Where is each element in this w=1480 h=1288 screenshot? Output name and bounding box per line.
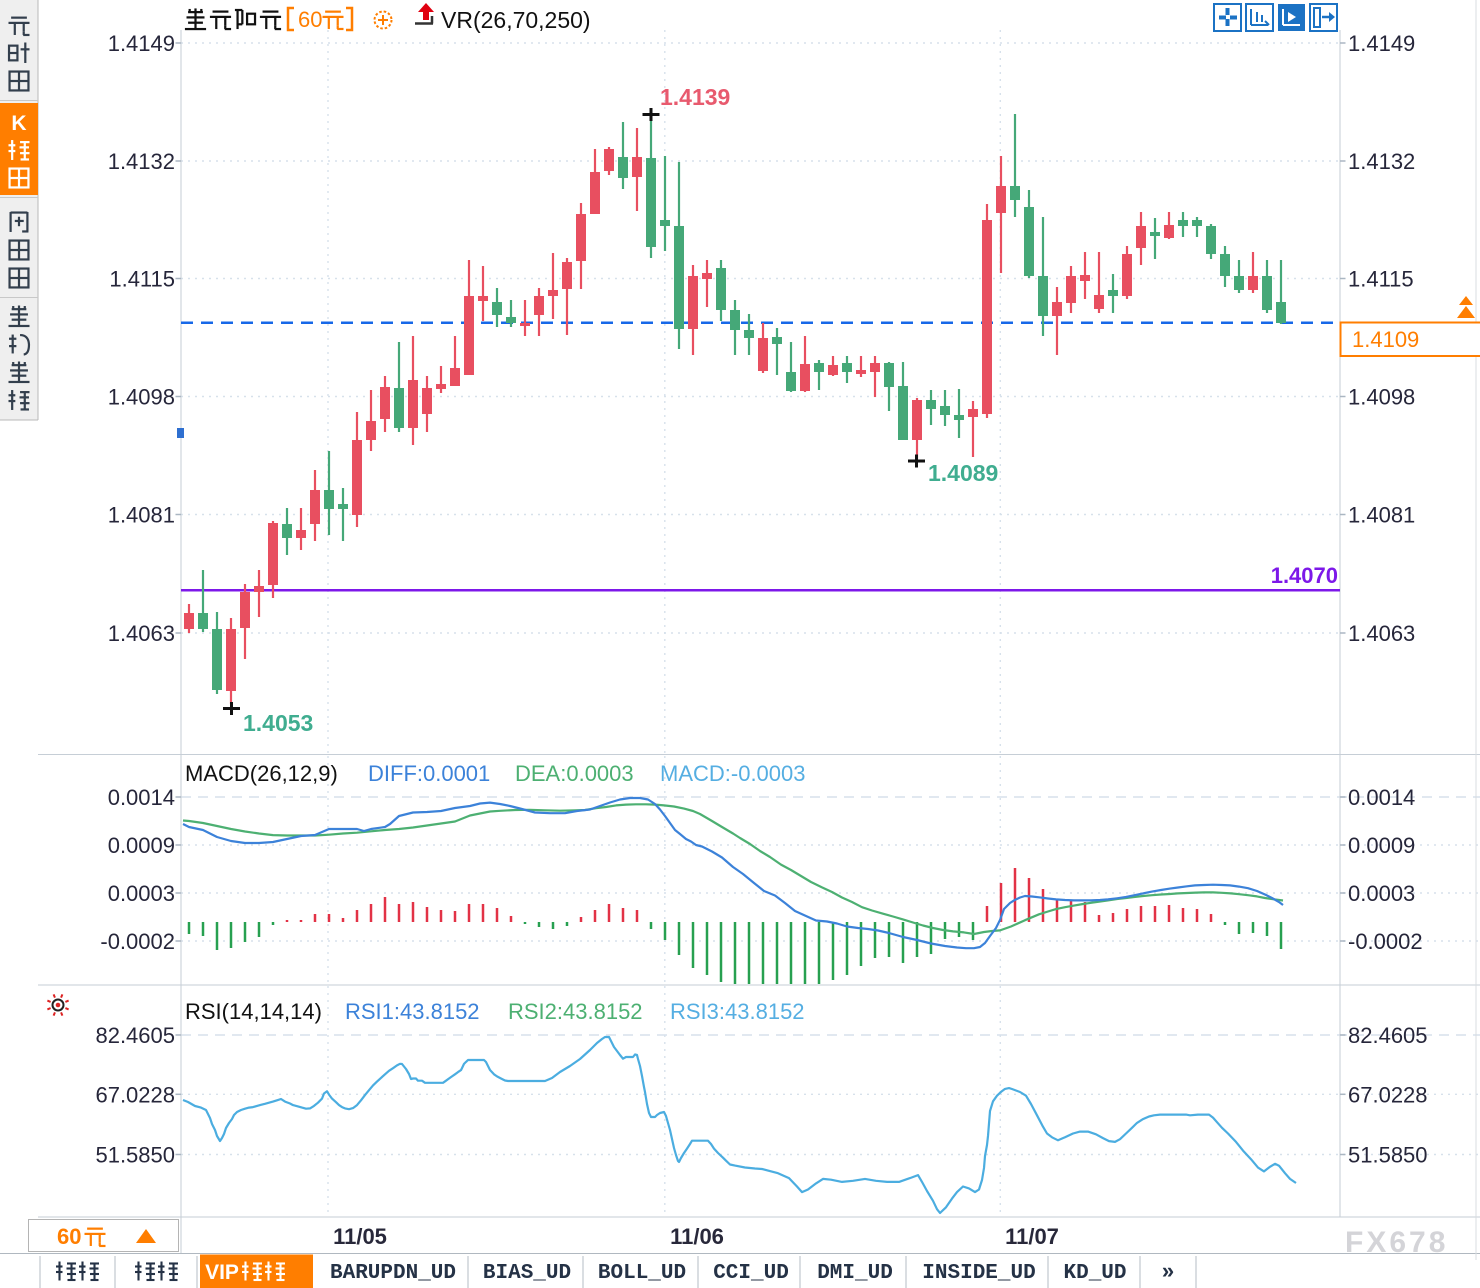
svg-text:RSI3:43.8152: RSI3:43.8152 — [670, 999, 805, 1024]
svg-text:MACD:-0.0003: MACD:-0.0003 — [660, 761, 806, 786]
svg-text:11/06: 11/06 — [670, 1224, 724, 1249]
svg-text:11/07: 11/07 — [1005, 1224, 1059, 1249]
svg-text:1.4132: 1.4132 — [1348, 149, 1415, 174]
svg-text:1.4115: 1.4115 — [1348, 267, 1414, 292]
svg-text:FX678: FX678 — [1345, 1226, 1448, 1259]
svg-text:0.0014: 0.0014 — [1348, 785, 1415, 810]
svg-text:1.4081: 1.4081 — [108, 503, 175, 528]
svg-text:VIP: VIP — [205, 1261, 239, 1284]
svg-text:BARUPDN_UD: BARUPDN_UD — [330, 1262, 456, 1285]
svg-text:1.4149: 1.4149 — [1348, 31, 1415, 56]
svg-text:67.0228: 67.0228 — [1348, 1082, 1428, 1107]
svg-text:MACD(26,12,9): MACD(26,12,9) — [185, 761, 338, 786]
svg-text:1.4109: 1.4109 — [1352, 327, 1419, 352]
svg-text:DIFF:0.0001: DIFF:0.0001 — [368, 761, 490, 786]
svg-text:CCI_UD: CCI_UD — [713, 1262, 789, 1285]
svg-text:-0.0002: -0.0002 — [1348, 929, 1423, 954]
svg-text:BIAS_UD: BIAS_UD — [483, 1262, 571, 1285]
svg-text:0.0003: 0.0003 — [108, 881, 175, 906]
svg-text:0.0009: 0.0009 — [1348, 833, 1415, 858]
svg-text:1.4149: 1.4149 — [108, 31, 175, 56]
svg-text:INSIDE_UD: INSIDE_UD — [922, 1262, 1035, 1285]
svg-text:1.4132: 1.4132 — [108, 149, 175, 174]
svg-text:RSI2:43.8152: RSI2:43.8152 — [508, 999, 643, 1024]
svg-text:1.4063: 1.4063 — [108, 621, 175, 646]
svg-text:-0.0002: -0.0002 — [100, 929, 175, 954]
svg-text:1.4098: 1.4098 — [1348, 385, 1415, 410]
svg-text:1.4081: 1.4081 — [1348, 503, 1415, 528]
svg-text:RSI1:43.8152: RSI1:43.8152 — [345, 999, 480, 1024]
svg-text:1.4115: 1.4115 — [109, 267, 175, 292]
svg-text:VR(26,70,250): VR(26,70,250) — [441, 7, 591, 33]
svg-text:11/05: 11/05 — [333, 1224, 387, 1249]
svg-text:51.5850: 51.5850 — [1348, 1143, 1428, 1168]
svg-text:1.4053: 1.4053 — [243, 710, 313, 736]
svg-text:RSI(14,14,14): RSI(14,14,14) — [185, 999, 322, 1024]
svg-text:82.4605: 82.4605 — [1348, 1023, 1428, 1048]
svg-text:60: 60 — [57, 1224, 81, 1249]
svg-text:DEA:0.0003: DEA:0.0003 — [515, 761, 634, 786]
svg-text:»: » — [1162, 1258, 1174, 1283]
svg-text:0.0009: 0.0009 — [108, 833, 175, 858]
svg-text:1.4089: 1.4089 — [928, 460, 998, 486]
svg-text:0.0014: 0.0014 — [108, 785, 175, 810]
svg-text:60: 60 — [298, 7, 322, 32]
svg-text:1.4139: 1.4139 — [660, 84, 730, 110]
svg-text:KD_UD: KD_UD — [1063, 1262, 1126, 1285]
svg-text:DMI_UD: DMI_UD — [817, 1262, 893, 1285]
svg-text:51.5850: 51.5850 — [95, 1143, 175, 1168]
svg-text:1.4063: 1.4063 — [1348, 621, 1415, 646]
svg-text:1.4098: 1.4098 — [108, 385, 175, 410]
svg-text:K: K — [11, 112, 26, 135]
svg-text:67.0228: 67.0228 — [95, 1082, 175, 1107]
svg-text:1.4070: 1.4070 — [1271, 563, 1338, 588]
svg-text:82.4605: 82.4605 — [95, 1023, 175, 1048]
svg-text:BOLL_UD: BOLL_UD — [598, 1262, 686, 1285]
svg-text:0.0003: 0.0003 — [1348, 881, 1415, 906]
